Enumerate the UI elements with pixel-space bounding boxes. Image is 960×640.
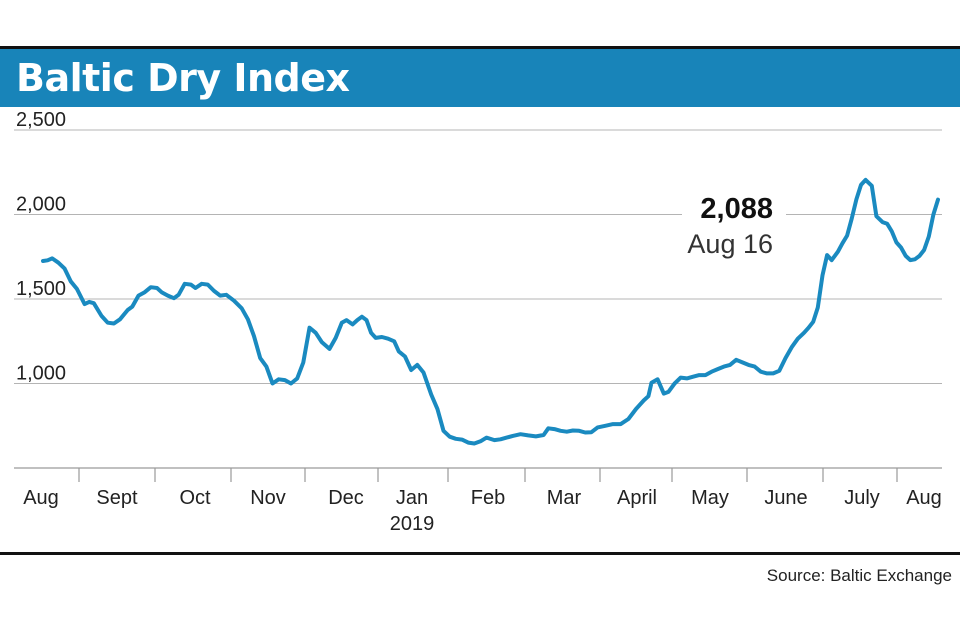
chart-title: Baltic Dry Index — [16, 56, 350, 100]
x-tick-label: Dec — [328, 487, 364, 509]
bottom-rule — [0, 552, 960, 555]
y-tick-label: 1,500 — [16, 278, 66, 300]
annotation-date: Aug 16 — [687, 229, 773, 259]
source-note: Source: Baltic Exchange — [766, 566, 952, 585]
x-tick-label: Feb — [471, 487, 505, 509]
annotation: 2,088 Aug 16 — [682, 188, 786, 262]
x-tick-label: Mar — [547, 487, 582, 509]
x-tick-label: Oct — [179, 487, 211, 509]
series-line-layer — [41, 177, 940, 446]
series-line — [41, 177, 940, 446]
x-tick-label: April — [617, 487, 657, 509]
x-tick-label: Jan — [396, 487, 428, 509]
y-tick-label: 1,000 — [16, 363, 66, 385]
y-tick-label: 2,500 — [16, 109, 66, 131]
annotation-backdrop — [682, 188, 786, 262]
x-year-label: 2019 — [390, 513, 435, 535]
x-tick-label: Aug — [23, 487, 59, 509]
x-tick-label: Nov — [250, 487, 286, 509]
annotation-value: 2,088 — [700, 193, 773, 225]
x-tick-label: Aug — [906, 487, 942, 509]
title-bar: Baltic Dry Index — [0, 49, 960, 107]
top-rule — [0, 46, 960, 49]
gridlines: 1,000 1,500 2,000 2,500 — [14, 109, 942, 385]
x-tick-label: May — [691, 487, 729, 509]
x-tick-label: July — [844, 487, 880, 509]
x-tick-label: Sept — [96, 487, 138, 509]
x-axis: Aug Sept Oct Nov Dec Jan Feb Mar April May June Jul… — [14, 467, 942, 535]
y-tick-label: 2,000 — [16, 194, 66, 216]
x-tick-label: June — [764, 487, 807, 509]
